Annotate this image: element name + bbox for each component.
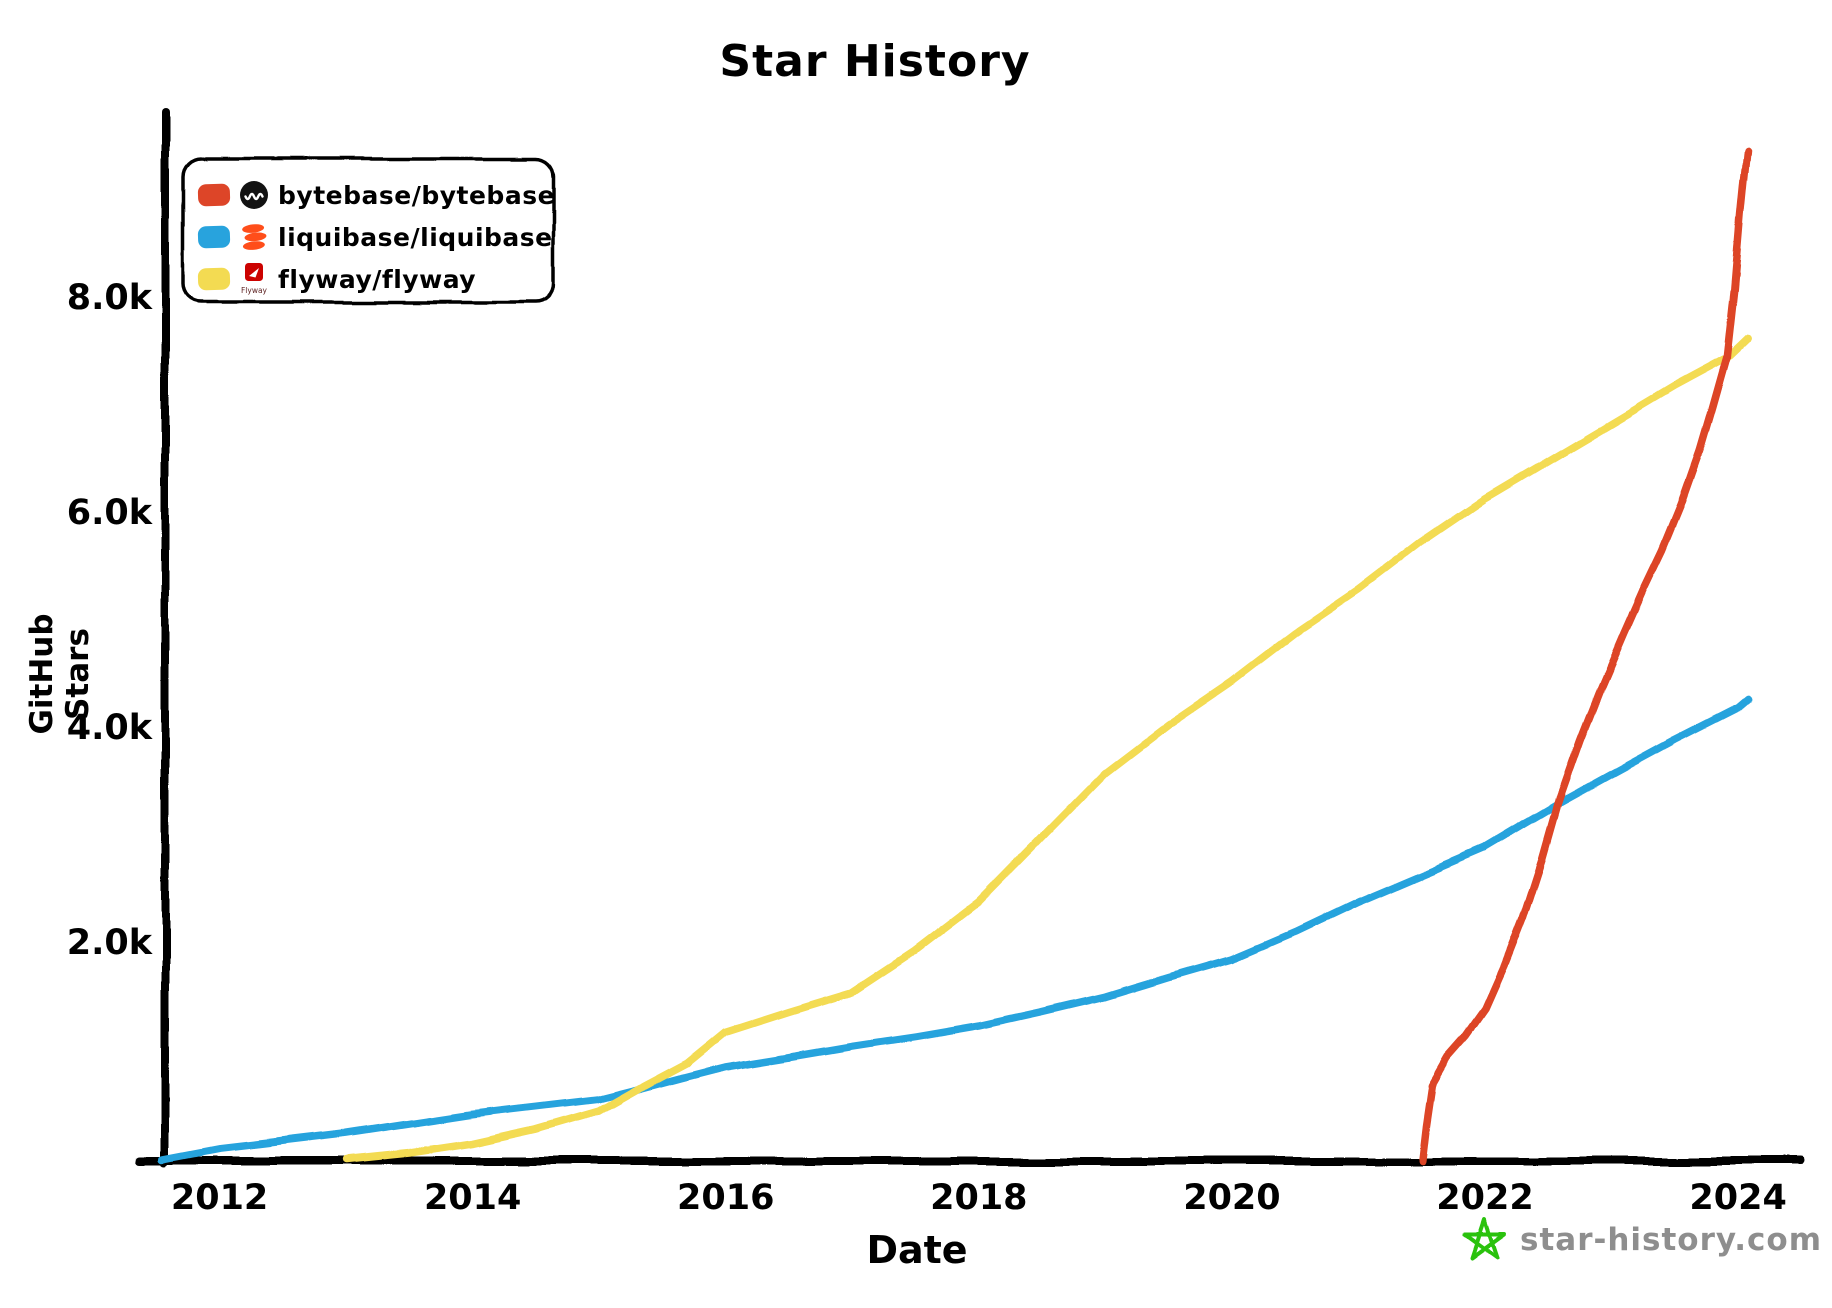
legend-swatch-liquibase-liquibase (197, 225, 231, 249)
legend-swatch-bytebase-bytebase (197, 183, 231, 207)
star-icon (1463, 1217, 1507, 1259)
bytebase-logo-icon (239, 177, 269, 213)
legend: bytebase/bytebase liquibase/liquibase Flyw… (182, 158, 556, 304)
legend-label: liquibase/liquibase (278, 222, 553, 252)
legend-box (181, 157, 555, 304)
y-tick-2.0k: 2.0k (66, 922, 152, 963)
legend-label: flyway/flyway (278, 264, 477, 294)
series-line-liquibase-liquibase (158, 696, 1752, 1164)
flyway-logo-icon: Flyway (239, 261, 269, 297)
legend-item-flyway-flyway: Flyway flyway/flyway (197, 258, 477, 300)
watermark: star-history.com (1462, 1210, 1822, 1270)
legend-item-liquibase-liquibase: liquibase/liquibase (197, 216, 553, 258)
svg-text:Flyway: Flyway (241, 286, 268, 295)
x-tick-2016: 2016 (677, 1178, 775, 1218)
x-tick-2018: 2018 (930, 1178, 1028, 1218)
x-tick-2012: 2012 (170, 1178, 269, 1218)
legend-item-bytebase-bytebase: bytebase/bytebase (197, 174, 556, 216)
y-tick-8.0k: 8.0k (66, 277, 152, 318)
liquibase-logo-icon (239, 219, 269, 255)
x-tick-2022: 2022 (1436, 1178, 1534, 1218)
legend-swatch-flyway-flyway (197, 267, 231, 291)
x-tick-2020: 2020 (1183, 1178, 1281, 1218)
x-tick-2024: 2024 (1689, 1178, 1787, 1218)
series-line-flyway-flyway (342, 333, 1752, 1164)
legend-label: bytebase/bytebase (278, 180, 556, 210)
x-tick-2014: 2014 (423, 1178, 522, 1218)
y-tick-6.0k: 6.0k (66, 492, 152, 533)
chart-title: Star History (719, 36, 1031, 87)
watermark-text: star-history.com (1520, 1222, 1823, 1258)
x-axis-title: Date (866, 1228, 968, 1272)
series-line-bytebase-bytebase (1418, 145, 1751, 1164)
y-tick-4.0k: 4.0k (66, 707, 152, 748)
